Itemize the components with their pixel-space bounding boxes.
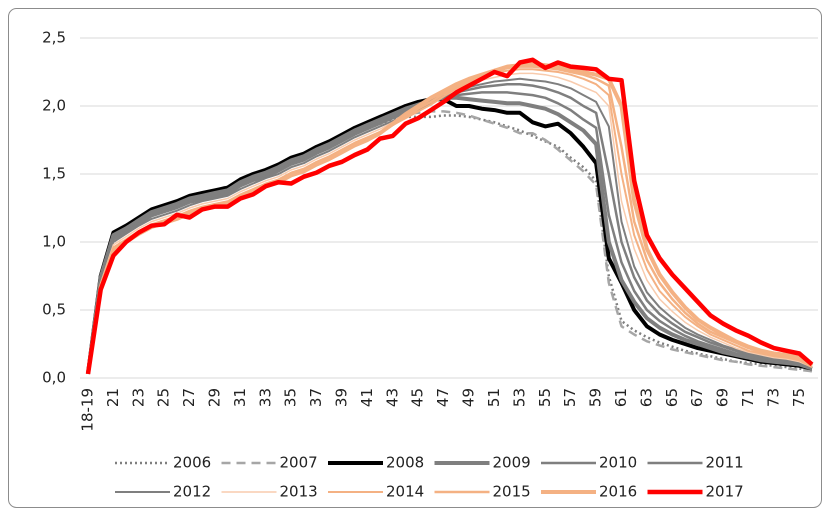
x-tick-label: 35 (282, 388, 300, 407)
y-tick-label: 1,5 (42, 165, 66, 183)
x-tick-label: 61 (612, 388, 630, 407)
legend-label: 2013 (280, 483, 318, 501)
legend-label: 2006 (173, 454, 211, 472)
x-tick-label: 29 (206, 388, 224, 407)
x-tick-label: 73 (764, 388, 782, 407)
y-tick-label: 1,0 (42, 233, 66, 251)
series-line (87, 68, 813, 375)
x-tick-label: 71 (739, 388, 757, 407)
x-tick-label: 33 (256, 388, 274, 407)
legend-label: 2010 (599, 454, 637, 472)
x-tick-label: 75 (790, 388, 808, 407)
x-tick-label: 23 (129, 388, 147, 407)
series-line (86, 97, 813, 375)
x-tick-label: 47 (434, 388, 452, 407)
y-tick-label: 0,0 (42, 369, 66, 387)
legend-label: 2008 (386, 454, 424, 472)
legend-label: 2011 (706, 454, 744, 472)
x-tick-label: 55 (536, 388, 554, 407)
x-tick-label: 49 (460, 388, 478, 407)
legend-label: 2009 (493, 454, 531, 472)
legend-label: 2017 (706, 483, 744, 501)
x-tick-label: 51 (485, 388, 503, 407)
x-tick-label: 27 (180, 388, 198, 407)
x-tick-label: 65 (663, 388, 681, 407)
legend-label: 2016 (599, 483, 637, 501)
legend-label: 2015 (493, 483, 531, 501)
y-tick-label: 0,5 (42, 301, 66, 319)
x-tick-label: 57 (561, 388, 579, 407)
chart-frame (8, 8, 822, 508)
y-tick-label: 2,0 (42, 97, 66, 115)
x-tick-label: 69 (714, 388, 732, 407)
legend-label: 2014 (386, 483, 424, 501)
x-tick-label: 37 (307, 388, 325, 407)
x-tick-label: 67 (688, 388, 706, 407)
x-tick-label: 21 (104, 388, 122, 407)
x-tick-label: 59 (587, 388, 605, 407)
x-tick-label: 53 (510, 388, 528, 407)
x-tick-label: 63 (637, 388, 655, 407)
x-tick-label: 45 (409, 388, 427, 407)
y-tick-label: 2,5 (42, 29, 66, 47)
x-tick-label: 43 (383, 388, 401, 407)
x-tick-label: 25 (155, 388, 173, 407)
x-tick-label: 31 (231, 388, 249, 407)
x-tick-label: 41 (358, 388, 376, 407)
legend-label: 2012 (173, 483, 211, 501)
x-tick-label: 18-19 (79, 388, 97, 432)
legend-label: 2007 (280, 454, 318, 472)
x-tick-label: 39 (333, 388, 351, 407)
series-line (85, 57, 814, 375)
